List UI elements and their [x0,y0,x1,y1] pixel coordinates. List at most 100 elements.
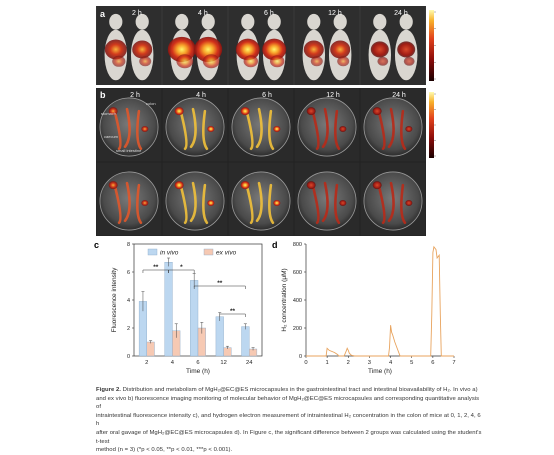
organ-label: stomach [101,111,116,116]
mouse-head [201,13,215,30]
panel-d-xtick-label: 2 [347,360,350,366]
fluorescence-signal [104,39,127,60]
mouse-head [307,13,321,30]
mouse-head [399,13,413,30]
intestine-segment [179,107,209,151]
caecum-signal [141,199,149,206]
panel-c-significance-label: ** [153,264,159,271]
fluorescence-signal [139,56,152,67]
panel-d-letter: d [272,240,278,250]
fluorescence-signal [370,41,389,58]
stomach-signal [372,181,382,190]
caecum-signal [405,199,413,206]
panel-c-significance-label: * [180,264,183,271]
stomach-signal [240,107,250,116]
caecum-signal [339,199,347,206]
panel-c-significance-label: ** [217,280,223,287]
panel-b-time-label: 4 h [196,92,206,99]
intestine-segment [311,107,341,151]
caecum-signal [273,199,281,206]
caecum-signal [207,199,215,206]
intestine-segment [245,181,275,225]
mouse-head [175,13,189,30]
caption-line-5: method (n = 3) (*p < 0.05, **p < 0.01, *… [96,447,233,454]
panel-d-ytick-label: 400 [293,298,302,304]
caecum-signal [273,125,281,132]
stomach-signal [108,181,118,190]
panel-d-ytick-label: 200 [293,326,302,332]
fluorescence-signal [235,38,260,61]
intestine-segment [377,107,407,151]
panel-c-legend-swatch [203,248,214,256]
fluorescence-signal [330,40,351,59]
panel-c-ytick-label: 2 [127,326,130,332]
panel-d-xtick-label: 5 [410,360,413,366]
panel-b-time-label: 12 h [326,92,340,99]
stomach-signal [174,107,184,116]
panel-d-xtick-label: 1 [326,360,329,366]
stomach-signal [240,181,250,190]
panel-a-time-label: 12 h [328,10,342,17]
panel-c-ytick-label: 8 [127,242,130,248]
caption-line-1: Distribution and metabolism of MgH₂@EC@E… [121,387,478,393]
panel-c-legend-swatch [147,248,158,256]
fluorescence-signal [310,56,323,67]
fluorescence-signal [262,38,287,61]
fluorescence-signal [403,56,415,66]
stomach-signal [108,107,118,116]
panel-a-time-label: 6 h [264,10,274,17]
panel-b-letter: b [100,90,106,100]
fluorescence-signal [397,41,416,58]
panel-d-line-chart: d 0 200 400 600 800 0 1 2 3 4 5 6 7 Time (h) H₂ concent… [272,240,456,375]
panel-d-xtick-label: 3 [368,360,371,366]
fluorescence-signal [243,55,258,68]
mouse-head [241,13,255,30]
caption-line-4: after oral gavage of MgH₂@EC@ES microcap… [96,429,482,445]
panel-c-xlabel: Time (h) [186,368,210,375]
panel-d-xtick-label: 0 [304,360,307,366]
intestine-segment [179,181,209,225]
panel-b-colorbar [429,92,434,158]
panel-c-legend-label: in vivo [160,250,179,257]
mouse-head [135,13,149,30]
panel-c-xtick-label: 24 [246,360,253,366]
panel-d-xlabel: Time (h) [368,368,392,375]
panel-b-time-label: 24 h [392,92,406,99]
panel-c-ylabel: Fluorescence intensity [111,267,118,332]
mouse-head [333,13,347,30]
caecum-signal [207,125,215,132]
figure-canvas: 2 h 4 h 6 h 12 h 24 h a 2 h 4 h 6 h 12 h 24 h b sto… [94,6,456,375]
caption-title: Figure 2. [96,387,121,393]
panel-c-xtick-label: 2 [145,360,148,366]
stomach-signal [372,107,382,116]
panel-a-letter: a [100,9,106,19]
caecum-signal [339,125,347,132]
stomach-signal [306,181,316,190]
intestine-segment [245,107,275,151]
panel-d-xtick-label: 4 [389,360,393,366]
panel-c-bar [164,262,173,357]
caecum-signal [141,125,149,132]
panel-d-series-line [306,245,454,357]
mouse-head [373,13,387,30]
panel-c-xtick-label: 12 [220,360,226,366]
stomach-signal [306,107,316,116]
intestine-segment [311,181,341,225]
panel-c-ytick-label: 6 [127,270,130,276]
panel-d-ytick-label: 800 [293,242,302,248]
panel-c-significance-bracket [193,285,246,289]
fluorescence-signal [176,54,194,69]
caecum-signal [405,125,413,132]
panel-a-colorbar [429,10,434,81]
fluorescence-signal [112,55,126,67]
organ-label: colon [146,101,156,106]
mouse-head [109,13,123,30]
panel-c-bar [190,280,199,357]
fluorescence-signal [132,40,153,59]
panel-c-significance-label: ** [230,308,236,315]
mouse-head [267,13,281,30]
panel-b-ex-vivo-imaging: 2 h 4 h 6 h 12 h 24 h b stomach colon caecum smal… [96,88,436,236]
fluorescence-signal [303,40,324,59]
panel-d-xtick-label: 6 [431,360,434,366]
